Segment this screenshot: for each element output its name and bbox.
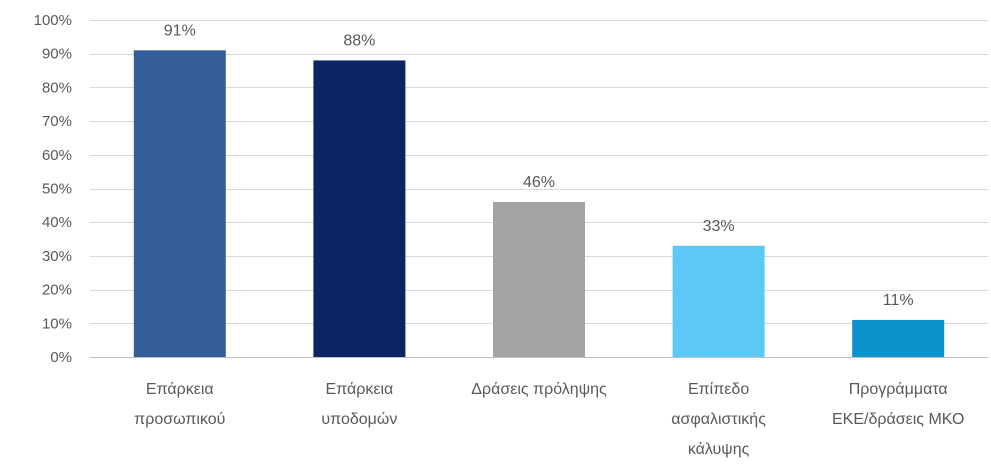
y-tick-label: 60% [42, 147, 72, 164]
category-label: Δράσεις πρόληψης [471, 381, 607, 398]
y-axis-tick-labels: 0% 10% 20% 30% 40% 50% 60% 70% 80% 90% 100% [34, 12, 72, 366]
category-label: Επάρκεια υποδομών [321, 381, 397, 428]
bar [133, 50, 226, 358]
y-tick-label: 10% [42, 315, 72, 332]
category-label-line: Προγράμματα [849, 381, 948, 398]
y-tick-label: 0% [50, 349, 72, 366]
category-label-line: προσωπικού [134, 411, 225, 428]
category-label-line: Επάρκεια [326, 381, 394, 398]
category-label-line: ΕΚΕ/δράσεις ΜΚΟ [832, 411, 964, 428]
y-tick-label: 70% [42, 113, 72, 130]
y-tick-label: 100% [34, 12, 72, 29]
data-label: 46% [523, 174, 555, 191]
bar [672, 245, 765, 357]
category-label: Προγράμματα ΕΚΕ/δράσεις ΜΚΟ [832, 381, 964, 428]
data-label: 33% [703, 218, 735, 235]
category-label: Επίπεδο ασφαλιστικής κάλυψης [671, 381, 766, 458]
y-tick-label: 30% [42, 248, 72, 265]
y-tick-label: 80% [42, 79, 72, 96]
y-tick-label: 90% [42, 46, 72, 63]
data-label: 88% [343, 32, 375, 49]
category-label-line: Επίπεδο [688, 381, 749, 398]
category-label-line: υποδομών [321, 411, 397, 428]
category-label-line: ασφαλιστικής [671, 411, 766, 428]
category-labels: Επάρκεια προσωπικού Επάρκεια υποδομών Δράσει… [134, 381, 964, 458]
data-labels: 91% 88% 46% 33% 11% [164, 22, 914, 309]
bars [133, 50, 945, 358]
y-tick-label: 50% [42, 181, 72, 198]
y-tick-label: 20% [42, 282, 72, 299]
bar [852, 319, 945, 357]
category-label: Επάρκεια προσωπικού [134, 381, 225, 428]
bar [493, 201, 585, 357]
bar [313, 60, 406, 357]
category-label-line: κάλυψης [688, 441, 750, 458]
category-label-line: Επάρκεια [146, 381, 214, 398]
data-label: 91% [164, 22, 196, 39]
category-label-line: Δράσεις πρόληψης [471, 381, 607, 398]
y-tick-label: 40% [42, 214, 72, 231]
data-label: 11% [883, 292, 914, 309]
